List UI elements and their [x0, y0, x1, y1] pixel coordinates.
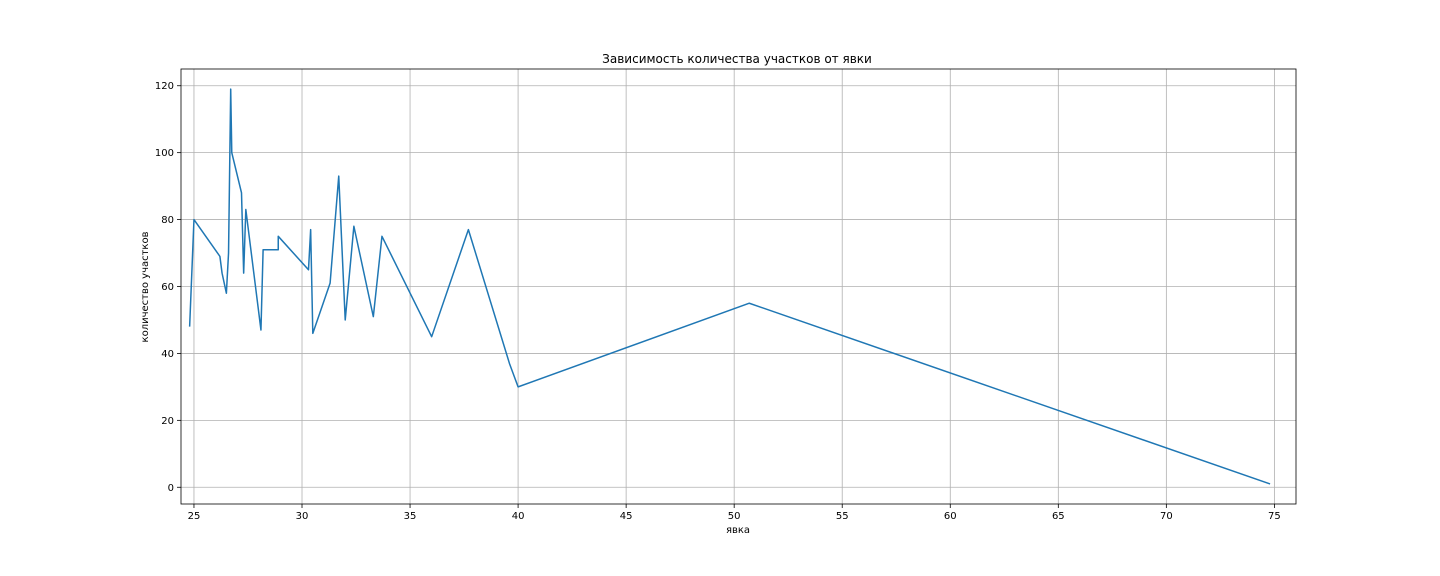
x-tick-label: 50 — [728, 511, 741, 522]
x-tick-label: 45 — [620, 511, 633, 522]
x-tick-label: 35 — [404, 511, 417, 522]
y-axis-label: количество участков — [140, 231, 151, 342]
y-tick-label: 40 — [161, 349, 174, 360]
chart-title: Зависимость количества участков от явки — [602, 52, 872, 66]
y-tick-label: 20 — [161, 416, 174, 427]
y-tick-label: 120 — [155, 81, 174, 92]
y-tick-label: 80 — [161, 215, 174, 226]
series-layer — [188, 88, 1271, 485]
data-series-line — [188, 88, 1271, 485]
x-tick-label: 70 — [1160, 511, 1173, 522]
x-tick-label: 40 — [512, 511, 525, 522]
x-axis-label: явка — [726, 525, 750, 536]
x-tick-label: 60 — [944, 511, 957, 522]
y-tick-label: 100 — [155, 148, 174, 159]
x-tick-label: 55 — [836, 511, 849, 522]
x-tick-label: 75 — [1268, 511, 1281, 522]
y-tick-label: 0 — [168, 483, 174, 494]
x-axis-ticks: 25 30 35 40 45 50 55 60 65 70 75 — [188, 504, 1281, 522]
grid-lines — [181, 69, 1296, 504]
x-tick-label: 30 — [296, 511, 309, 522]
x-tick-label: 25 — [188, 511, 201, 522]
x-tick-label: 65 — [1052, 511, 1065, 522]
y-axis-ticks: 0 20 40 60 80 100 120 — [155, 81, 181, 494]
y-tick-label: 60 — [161, 282, 174, 293]
